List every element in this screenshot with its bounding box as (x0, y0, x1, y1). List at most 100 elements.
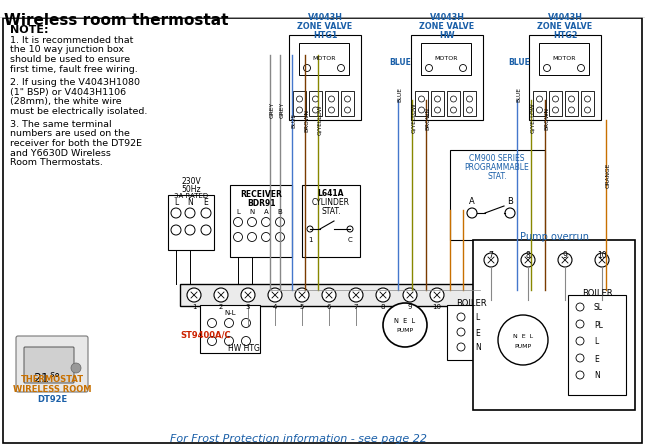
Circle shape (208, 319, 217, 328)
Text: N-L: N-L (224, 310, 236, 316)
Text: must be electrically isolated.: must be electrically isolated. (10, 106, 147, 115)
Text: Wireless room thermostat: Wireless room thermostat (4, 13, 228, 28)
Bar (568, 295, 626, 395)
Circle shape (304, 64, 310, 72)
Circle shape (457, 343, 465, 351)
Circle shape (214, 288, 228, 302)
Bar (565, 91, 578, 116)
Text: GREY: GREY (270, 102, 275, 118)
Circle shape (457, 328, 465, 336)
Text: E: E (475, 329, 480, 337)
Circle shape (568, 107, 575, 113)
Text: CYLINDER: CYLINDER (312, 198, 350, 207)
Bar (447, 305, 495, 360)
Text: 8: 8 (381, 304, 385, 310)
Circle shape (241, 337, 250, 346)
Text: A: A (469, 197, 475, 206)
Bar (341, 91, 354, 116)
Circle shape (576, 371, 584, 379)
Text: (28mm), the white wire: (28mm), the white wire (10, 97, 122, 106)
Text: G/YELLOW: G/YELLOW (317, 105, 322, 135)
Text: 3A RATED: 3A RATED (174, 193, 208, 199)
Text: the 10 way junction box: the 10 way junction box (10, 46, 124, 55)
Text: 8: 8 (526, 251, 530, 260)
Text: 10: 10 (433, 304, 441, 310)
Circle shape (261, 218, 270, 227)
Text: MOTOR: MOTOR (552, 56, 576, 62)
Text: and Y6630D Wireless: and Y6630D Wireless (10, 148, 111, 157)
Circle shape (435, 107, 441, 113)
Text: E: E (204, 198, 208, 207)
Bar (447, 91, 460, 116)
Circle shape (537, 96, 542, 102)
Circle shape (344, 96, 350, 102)
Bar (168, 195, 214, 250)
Circle shape (349, 288, 363, 302)
Text: HW HTG: HW HTG (228, 344, 260, 353)
Text: RECEIVER: RECEIVER (240, 190, 282, 199)
Circle shape (466, 96, 473, 102)
Bar (463, 91, 476, 116)
Circle shape (576, 303, 584, 311)
Text: ZONE VALVE: ZONE VALVE (297, 22, 353, 31)
Bar (411, 35, 483, 120)
Circle shape (337, 64, 344, 72)
Text: L641A: L641A (318, 189, 344, 198)
Text: 2. If using the V4043H1080: 2. If using the V4043H1080 (10, 78, 140, 87)
Bar (415, 91, 428, 116)
Circle shape (595, 253, 609, 267)
Circle shape (584, 96, 591, 102)
Circle shape (224, 319, 233, 328)
Circle shape (268, 288, 282, 302)
Circle shape (275, 218, 284, 227)
Circle shape (505, 208, 515, 218)
Text: V4043H: V4043H (548, 13, 582, 22)
Text: L: L (594, 337, 599, 346)
Circle shape (419, 96, 424, 102)
Circle shape (568, 96, 575, 102)
Text: BLUE: BLUE (292, 113, 297, 127)
Text: 9: 9 (408, 304, 412, 310)
Text: PROGRAMMABLE: PROGRAMMABLE (464, 163, 530, 172)
Text: MOTOR: MOTOR (434, 56, 458, 62)
Circle shape (328, 96, 335, 102)
Text: 230V: 230V (181, 177, 201, 186)
Circle shape (426, 64, 433, 72)
Text: 9: 9 (562, 251, 568, 260)
Circle shape (347, 226, 353, 232)
Text: B: B (277, 209, 283, 215)
Text: G/YELLOW: G/YELLOW (530, 103, 535, 133)
Text: 7: 7 (353, 304, 358, 310)
Bar (539, 43, 589, 75)
Text: N: N (594, 371, 600, 380)
Circle shape (466, 107, 473, 113)
Circle shape (201, 225, 211, 235)
Circle shape (419, 107, 424, 113)
Bar (289, 35, 361, 120)
Text: 1. It is recommended that: 1. It is recommended that (10, 36, 134, 45)
Text: BLUE: BLUE (389, 58, 411, 67)
Bar (299, 43, 349, 75)
Circle shape (201, 208, 211, 218)
Bar (230, 185, 292, 257)
Circle shape (307, 226, 313, 232)
Text: 50Hz: 50Hz (181, 185, 201, 194)
Text: N: N (250, 209, 255, 215)
Circle shape (312, 96, 319, 102)
Text: GREY: GREY (279, 102, 284, 118)
Circle shape (275, 232, 284, 241)
Text: Pump overrun: Pump overrun (519, 232, 588, 242)
Bar (549, 91, 562, 116)
Circle shape (328, 107, 335, 113)
Text: BLUE: BLUE (508, 58, 530, 67)
Text: L: L (174, 198, 178, 207)
Text: N  E  L: N E L (513, 333, 533, 338)
Text: 6: 6 (327, 304, 332, 310)
Text: For Frost Protection information - see page 22: For Frost Protection information - see p… (170, 434, 427, 444)
Circle shape (185, 225, 195, 235)
Circle shape (576, 337, 584, 345)
Text: HW: HW (439, 31, 455, 40)
Circle shape (498, 315, 548, 365)
Circle shape (71, 363, 81, 373)
Text: 21$^s$°: 21$^s$° (33, 372, 61, 386)
